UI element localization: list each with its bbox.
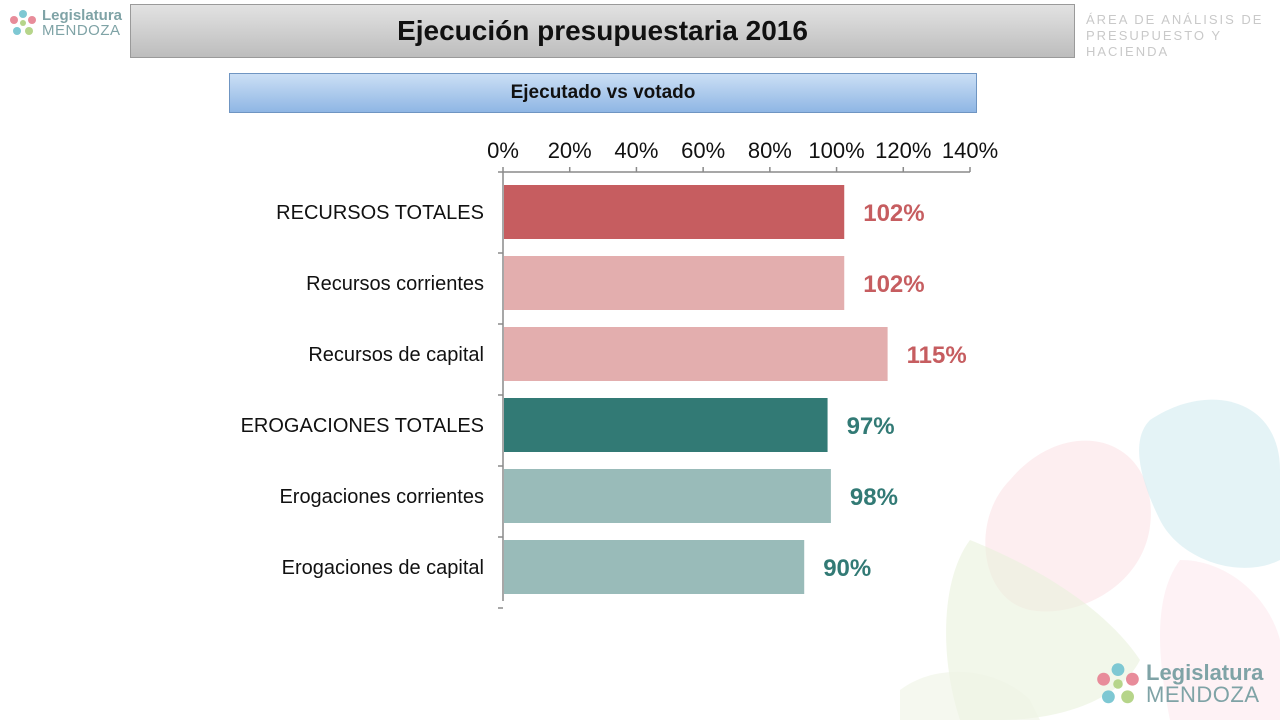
x-tick-label: 0% [487, 138, 519, 163]
x-tick-label: 80% [748, 138, 792, 163]
area-note-line2: PRESUPUESTO Y HACIENDA [1086, 28, 1222, 59]
logo-line2: MENDOZA [42, 22, 121, 39]
legislatura-logo: Legislatura MENDOZA [8, 8, 122, 38]
title-banner: Ejecución presupuestaria 2016 [130, 4, 1075, 58]
legislatura-logo-bottom: Legislatura MENDOZA [1094, 660, 1263, 708]
category-label: Recursos corrientes [306, 273, 484, 295]
category-label: Erogaciones de capital [282, 557, 484, 579]
x-tick-label: 40% [614, 138, 658, 163]
bar [504, 327, 888, 381]
area-note-line1: ÁREA DE ANÁLISIS DE [1086, 12, 1264, 27]
bar [504, 398, 828, 452]
category-label: Recursos de capital [308, 344, 484, 366]
data-label: 102% [863, 271, 924, 298]
flower-logo-icon [1097, 663, 1139, 704]
page-title: Ejecución presupuestaria 2016 [397, 15, 808, 46]
area-note: ÁREA DE ANÁLISIS DE PRESUPUESTO Y HACIEN… [1086, 12, 1276, 60]
flower-logo-icon [10, 10, 36, 35]
x-tick-label: 60% [681, 138, 725, 163]
data-label: 98% [850, 484, 898, 511]
x-tick-label: 20% [548, 138, 592, 163]
logo-line1: Legislatura [1146, 660, 1264, 685]
logo-line2: MENDOZA [1146, 682, 1260, 707]
logo-line1: Legislatura [42, 7, 123, 24]
x-tick-label: 100% [808, 138, 864, 163]
subtitle-banner: Ejecutado vs votado [229, 73, 977, 113]
category-label: RECURSOS TOTALES [276, 202, 484, 224]
bar [504, 185, 845, 239]
bar [504, 469, 831, 523]
data-label: 90% [823, 555, 871, 582]
data-label: 115% [907, 342, 967, 369]
chart-subtitle: Ejecutado vs votado [510, 82, 696, 103]
category-label: EROGACIONES TOTALES [241, 415, 484, 437]
bar [504, 256, 845, 310]
data-label: 97% [847, 413, 895, 440]
x-tick-label: 140% [942, 138, 998, 163]
category-label: Erogaciones corrientes [279, 486, 484, 508]
bar [504, 540, 805, 594]
data-label: 102% [863, 200, 924, 227]
x-tick-label: 120% [875, 138, 931, 163]
